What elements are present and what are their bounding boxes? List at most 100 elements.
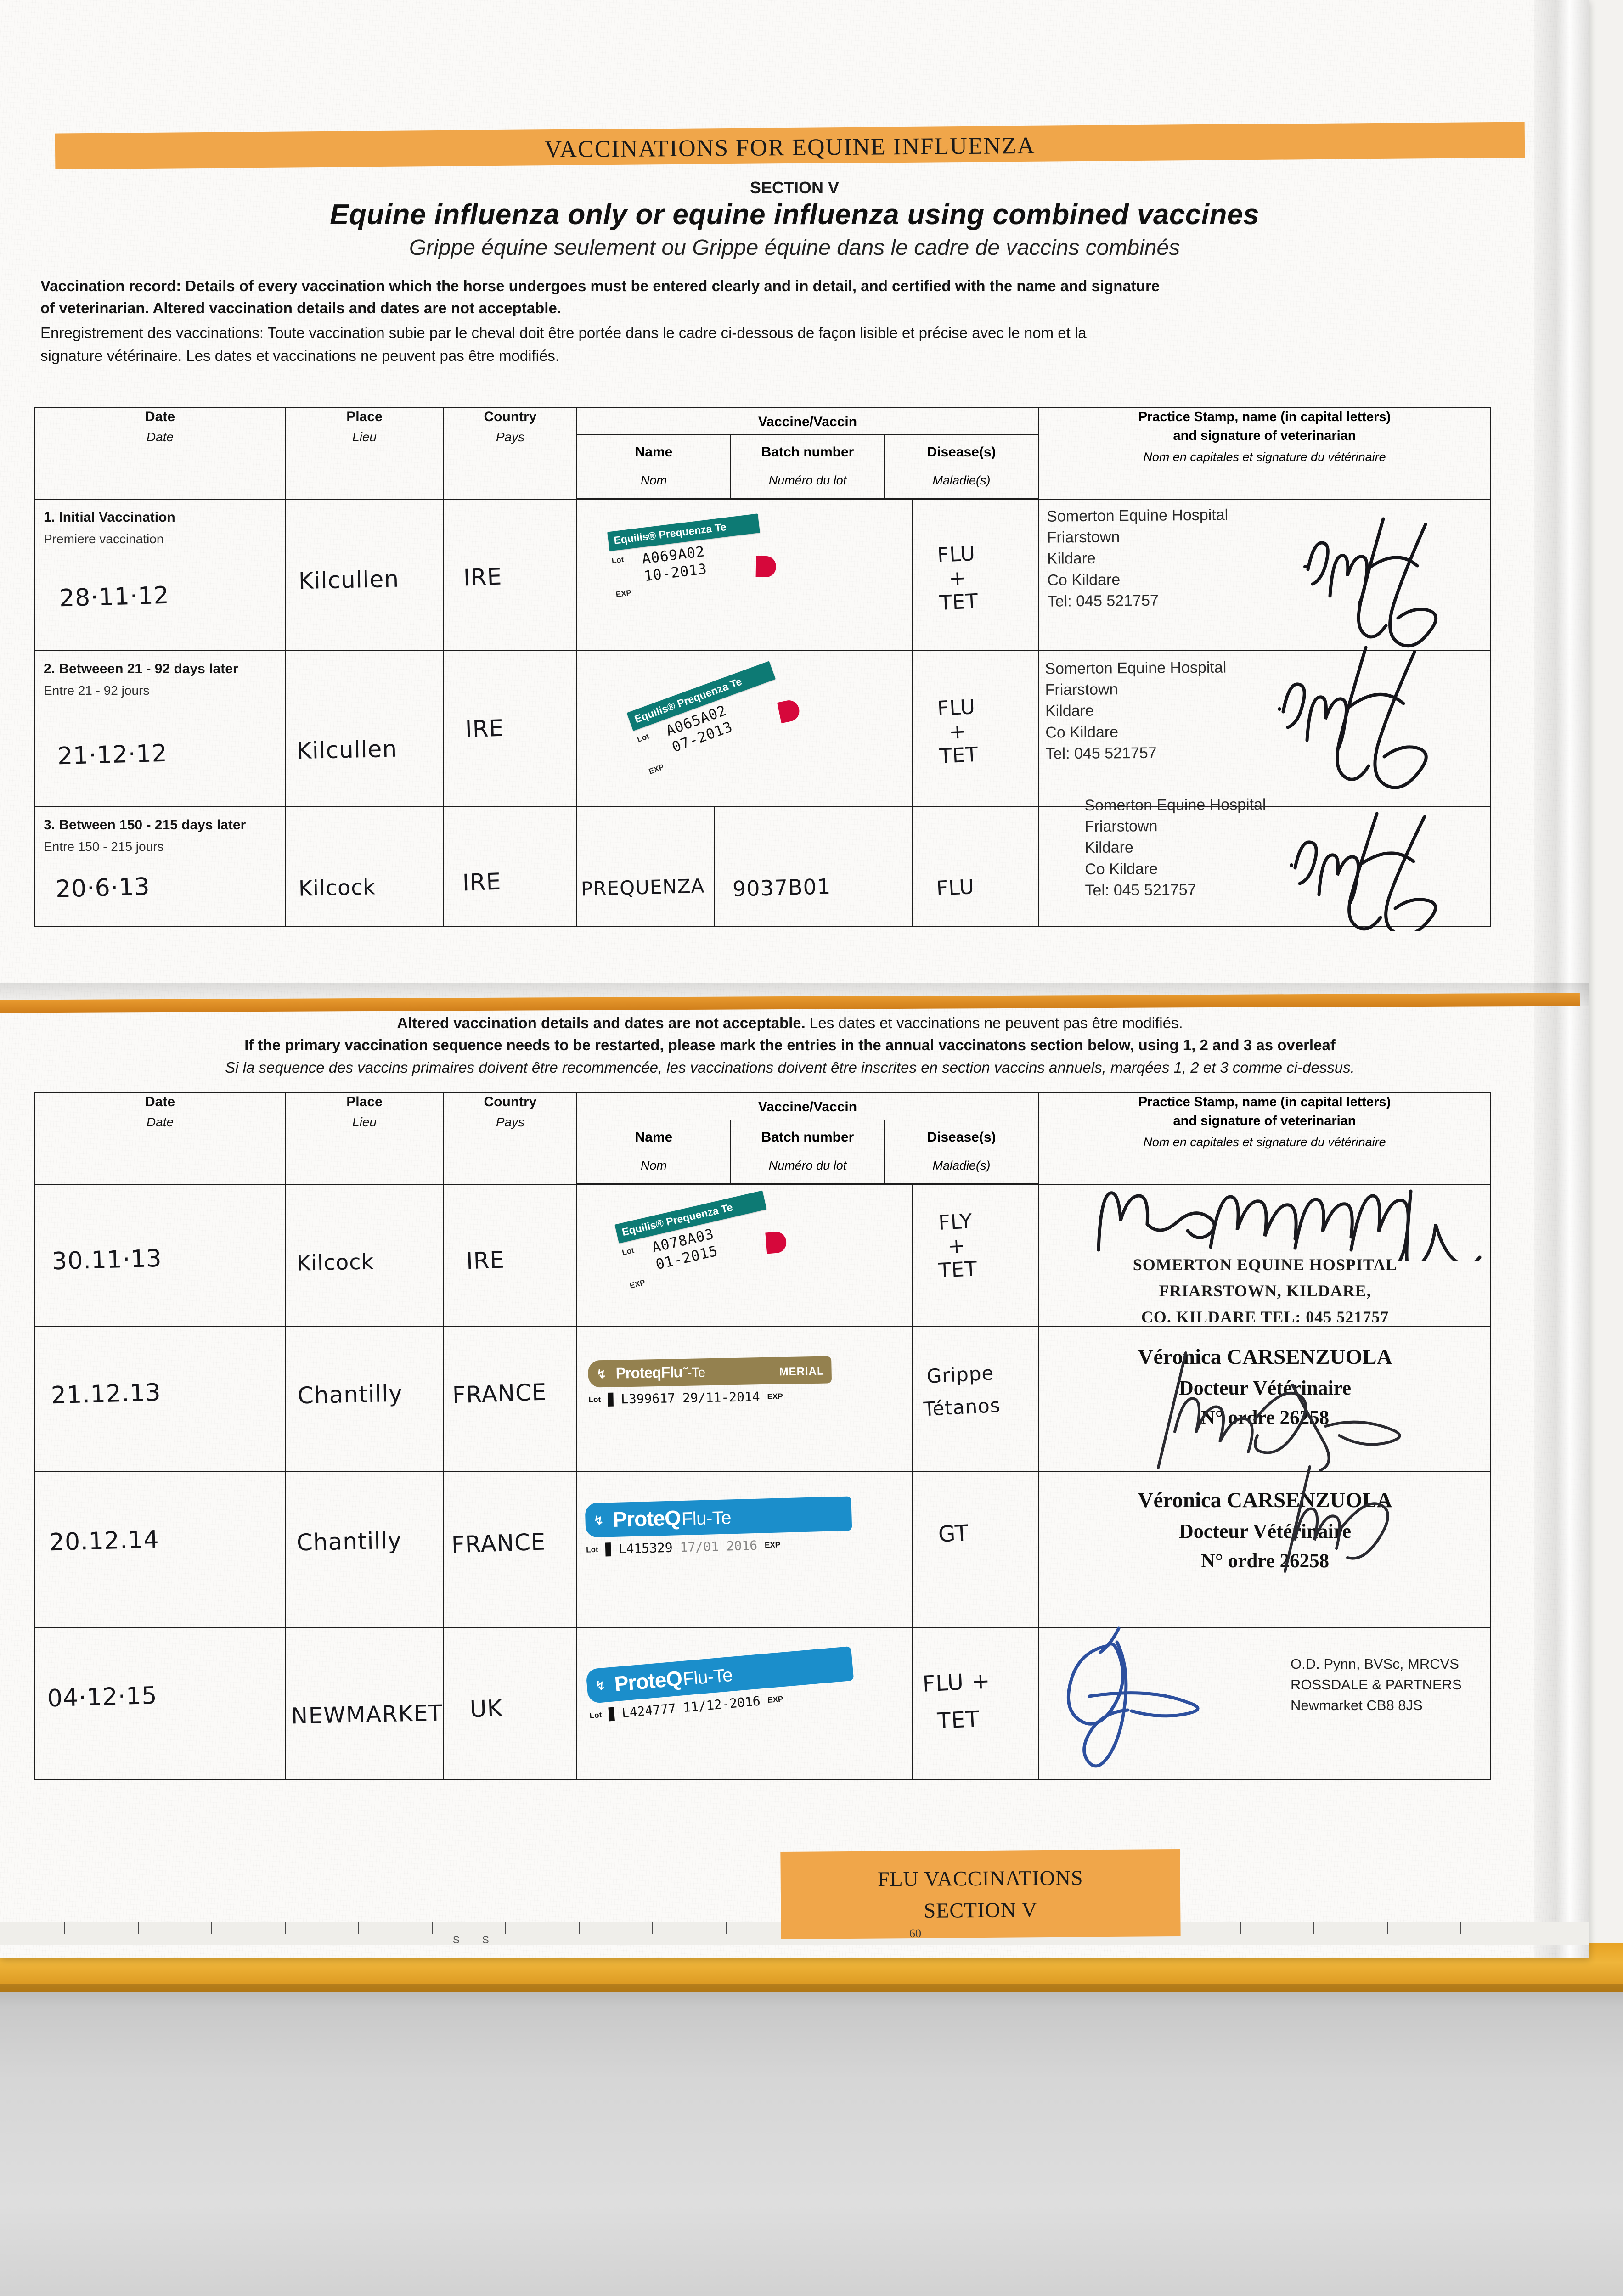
handwritten-country: IRE <box>466 1246 506 1275</box>
col-date-fr: Date <box>146 1114 174 1129</box>
handwritten-date: 28·11·12 <box>59 581 170 613</box>
vaccine-sticker-equilis: Equilis® Prequenza Te Lot EXP A078A03 01… <box>614 1190 788 1290</box>
sticker-exp-tag: EXP <box>767 1694 784 1705</box>
handwritten-date: 30.11·13 <box>51 1244 163 1276</box>
col-country-en: Country <box>484 1094 537 1109</box>
table-header-row: Date Date Place Lieu Country Pays Vaccin… <box>34 1092 1492 1185</box>
stamp-line-5: Tel: 045 521757 <box>1085 881 1196 899</box>
cell-practice-stamp: Somerton Equine Hospital Friarstown Kild… <box>1038 796 1492 931</box>
col-date-en: Date <box>145 1094 175 1109</box>
disease-line-1: FLU <box>936 541 976 568</box>
col-country-fr: Pays <box>496 1114 525 1129</box>
stamp-line-1: Véronica CARSENZUOLA <box>1138 1345 1392 1369</box>
header-orange-band: VACCINATIONS FOR EQUINE INFLUENZA <box>55 122 1525 169</box>
col-date-en: Date <box>145 409 175 424</box>
sticker-brand-word2: Flu-Te <box>682 1665 733 1689</box>
sticker-exp-tag: EXP <box>648 762 665 776</box>
stamp-line-2: Friarstown <box>1047 528 1120 546</box>
col-batch-en: Batch number <box>761 445 854 460</box>
edge-mark-1: S <box>453 1934 460 1946</box>
handwritten-disease: FLU + TET <box>922 1662 993 1741</box>
disease-line-2: TET <box>936 1705 981 1734</box>
table-header-row: Date Date Place Lieu Country Pays Vaccin… <box>34 407 1492 500</box>
handwritten-country: FRANCE <box>451 1528 547 1559</box>
sequence-label-fr: Premiere vaccination <box>44 531 164 546</box>
handwritten-place: Kilcock <box>298 874 376 901</box>
page-number: 60 <box>909 1927 921 1940</box>
disease-line-1: Grippe <box>926 1362 995 1388</box>
handwritten-vaccine-name: PREQUENZA <box>580 874 705 900</box>
vet-signature <box>1303 517 1438 647</box>
col-place-fr: Lieu <box>352 429 377 444</box>
cell-place: Kilcock <box>285 1183 444 1327</box>
sticker-lot-tag: Lot <box>611 555 625 565</box>
handwritten-place: NEWMARKET <box>291 1700 443 1729</box>
cell-disease: FLU + TET <box>911 650 1039 807</box>
sequence-label-en: 2. Betweeen 21 - 92 days later <box>44 661 238 676</box>
disease-line-1: FLU <box>936 695 976 721</box>
cell-place: NEWMARKET <box>285 1627 444 1780</box>
sticker-lot-tag: Lot <box>636 732 651 744</box>
practice-stamp: Somerton Equine Hospital Friarstown Kild… <box>1084 794 1266 901</box>
sequence-label-en: 3. Between 150 - 215 days later <box>44 817 246 833</box>
table-row: 30.11·13 Kilcock IRE Equilis® Prequenza … <box>34 1183 1492 1330</box>
cell-date: 20.12.14 <box>34 1471 286 1628</box>
col-name: Name Nom <box>577 1120 730 1183</box>
cell-practice-stamp: Véronica CARSENZUOLA Docteur Vétérinaire… <box>1038 1326 1492 1472</box>
handwritten-date: 21.12.13 <box>51 1379 162 1410</box>
col-name-en: Name <box>635 1130 673 1145</box>
cell-place: Kilcullen <box>285 498 444 651</box>
stamp-line-2: Friarstown <box>1045 681 1118 699</box>
col-place: Place Lieu <box>285 1092 444 1185</box>
stamp-line-1: Somerton Equine Hospital <box>1045 658 1227 678</box>
primary-vaccination-table: Date Date Place Lieu Country Pays Vaccin… <box>34 407 1492 931</box>
barcode-icon <box>605 1542 612 1556</box>
col-country-fr: Pays <box>496 429 525 444</box>
handwritten-batch: 9037B01 <box>732 874 831 901</box>
syringe-icon: ↯ <box>593 1513 604 1527</box>
col-disease-en: Disease(s) <box>927 445 996 460</box>
stamp-line-3: CO. KILDARE TEL: 045 521757 <box>1141 1307 1389 1326</box>
col-stamp-fr: Nom en capitales et signature du vétérin… <box>1143 1135 1386 1149</box>
col-disease: Disease(s) Maladie(s) <box>884 435 1038 498</box>
sticker-lot-tag: Lot <box>589 1710 602 1720</box>
sticker-exp-tag: EXP <box>615 588 632 599</box>
col-place-en: Place <box>346 1094 383 1109</box>
stamp-line-2: ROSSDALE & PARTNERS <box>1291 1676 1462 1693</box>
col-place-en: Place <box>346 409 383 424</box>
handwritten-disease: GT <box>938 1520 970 1548</box>
cell-date: 3. Between 150 - 215 days later Entre 15… <box>34 806 286 927</box>
col-name-fr: Nom <box>640 1159 667 1172</box>
title-french: Grippe équine seulement ou Grippe équine… <box>409 236 1180 260</box>
handwritten-country: FRANCE <box>452 1379 547 1409</box>
stamp-line-5: Tel: 045 521757 <box>1045 744 1157 763</box>
stamp-line-1: Somerton Equine Hospital <box>1084 795 1266 814</box>
table-row: 20.12.14 Chantilly FRANCE ↯ ProteQ <box>34 1465 1492 1628</box>
cell-country: FRANCE <box>443 1326 577 1472</box>
sticker-exp-tag: EXP <box>629 1278 646 1290</box>
sequence-label-en: 1. Initial Vaccination <box>44 509 175 525</box>
col-practice-stamp: Practice Stamp, name (in capital letters… <box>1038 1092 1492 1185</box>
cell-vaccine: ↯ ProteQ Flu-Te Lot L424777 11/12-2016 E… <box>576 1627 913 1780</box>
cell-date: 30.11·13 <box>34 1183 286 1327</box>
sticker-brand-word1: ProteQ <box>613 1666 683 1696</box>
vaccine-sticker-equilis: Equilis® Prequenza Te Lot EXP A069A02 10… <box>607 513 777 599</box>
col-batch-fr: Numéro du lot <box>768 1159 847 1172</box>
barcode-icon <box>608 1706 615 1721</box>
sticker-brand-bar: ↯ ProteqFlu ˜-Te MERIAL <box>588 1356 832 1388</box>
practice-stamp: Somerton Equine Hospital Friarstown Kild… <box>1047 504 1229 612</box>
vaccine-sticker-equilis: Equilis® Prequenza Te Lot EXP A065A02 07… <box>626 661 801 776</box>
cell-date: 21.12.13 <box>34 1326 286 1472</box>
disease-line-1: FLY <box>938 1209 973 1235</box>
sticker-exp-value: 17/01 2016 <box>680 1537 758 1555</box>
edge-mark-2: S <box>482 1934 489 1946</box>
mid-notice-line1-bold: Altered vaccination details and dates ar… <box>397 1014 806 1031</box>
col-stamp-line1: Practice Stamp, name (in capital letters… <box>1138 1095 1391 1109</box>
practice-stamp: SOMERTON EQUINE HOSPITAL FRIARSTOWN, KIL… <box>1039 1252 1491 1330</box>
table-row: 21.12.13 Chantilly FRANCE ↯ ProteqFlu <box>34 1326 1492 1472</box>
practice-stamp: Véronica CARSENZUOLA Docteur Vétérinaire… <box>1039 1341 1491 1433</box>
desk-surface <box>0 1988 1623 2296</box>
col-practice-stamp: Practice Stamp, name (in capital letters… <box>1038 407 1492 500</box>
table-row: 04·12·15 NEWMARKET UK ↯ ProteQ Flu <box>34 1626 1492 1780</box>
footer-line-1: FLU VACCINATIONS <box>877 1866 1083 1891</box>
